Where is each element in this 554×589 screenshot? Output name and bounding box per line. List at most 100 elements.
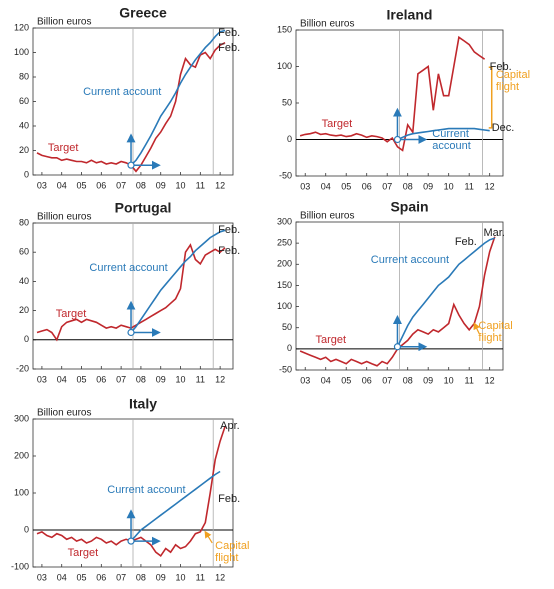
annotation: Capital flight [495,69,531,94]
x-tick-label: 06 [362,375,372,385]
y-tick-label: 40 [19,276,29,286]
y-tick-label: 20 [19,305,29,315]
x-tick-label: 07 [382,375,392,385]
x-tick-label: 07 [116,572,126,582]
chart-title: Portugal [115,200,172,216]
x-tick-label: 04 [321,375,331,385]
x-tick-label: 12 [215,572,225,582]
arrow [204,530,213,544]
annotation: Dec. [491,121,515,134]
series-line [130,229,226,334]
x-tick-label: 12 [485,375,495,385]
y-axis-label: Billion euros [300,19,354,30]
y-tick-label: 0 [24,524,29,534]
y-tick-label: 120 [14,22,29,32]
annotation: Feb. [218,41,241,54]
y-tick-label: 0 [24,169,29,179]
x-tick-label: 08 [136,572,146,582]
x-tick-label: 10 [444,181,454,191]
bracket [488,66,493,129]
x-tick-label: 11 [196,572,205,582]
x-tick-label: 11 [196,374,205,384]
x-tick-label: 05 [341,375,351,385]
y-tick-label: 0 [287,134,292,144]
x-tick-label: 12 [485,181,495,191]
x-tick-label: 08 [403,375,413,385]
annotation: Feb. [218,224,241,237]
y-tick-label: 40 [19,120,29,130]
annotation: Current account [107,484,186,497]
x-tick-label: 09 [423,375,433,385]
x-tick-label: 04 [57,572,67,582]
y-tick-label: 150 [277,280,292,290]
chart-title: Italy [129,396,157,412]
origin-marker [127,161,135,169]
x-tick-label: 04 [57,374,67,384]
series-line [130,29,226,166]
annotation: Capital flight [478,319,513,344]
x-tick-label: 06 [96,374,106,384]
y-tick-label: 150 [277,24,292,34]
chart-title: Greece [119,5,167,21]
y-axis-label: Billion euros [300,211,354,222]
origin-marker [127,328,135,337]
series-line [299,35,486,152]
x-tick-label: 07 [116,180,126,190]
annotation: Target [67,546,99,559]
annotation: Feb. [454,235,477,248]
y-tick-label: 100 [277,61,292,71]
y-tick-label: 100 [277,301,292,311]
x-tick-label: 05 [77,180,87,190]
x-tick-label: 04 [57,180,67,190]
x-tick-label: 05 [341,181,351,191]
x-tick-label: 09 [156,374,166,384]
y-tick-label: 60 [19,96,29,106]
x-tick-label: 05 [77,374,87,384]
annotation: Target [315,333,347,346]
y-tick-label: -50 [279,170,292,180]
series-line [396,237,496,348]
y-tick-label: -50 [279,364,292,374]
x-tick-label: 05 [77,572,87,582]
y-tick-label: 80 [19,217,29,227]
y-tick-label: -100 [11,561,29,571]
x-tick-label: 12 [215,374,225,384]
chart-title: Spain [390,199,428,215]
y-tick-label: 300 [277,216,292,226]
chart-title: Ireland [387,7,433,23]
y-tick-label: 100 [14,487,29,497]
x-tick-label: 10 [176,180,186,190]
annotation: Feb. [218,492,241,505]
x-tick-label: 03 [300,181,310,191]
x-tick-label: 06 [96,572,106,582]
x-tick-label: 08 [403,181,413,191]
annotation: Mar. [483,226,505,239]
x-tick-label: 10 [444,375,454,385]
annotation: Target [321,118,353,131]
arrow [473,322,481,335]
y-tick-label: 60 [19,247,29,257]
y-tick-label: 300 [14,413,29,423]
y-tick-label: 50 [282,97,292,107]
annotation: Feb. [218,26,241,39]
origin-marker [127,537,135,545]
x-tick-label: 03 [300,375,310,385]
series-line [130,470,221,542]
x-tick-label: 07 [382,181,392,191]
origin-marker [393,343,402,351]
x-tick-label: 08 [136,374,146,384]
x-tick-label: 07 [116,374,126,384]
y-tick-label: -20 [16,363,29,373]
y-tick-label: 20 [19,145,29,155]
x-tick-label: 08 [136,180,146,190]
x-tick-label: 11 [196,180,205,190]
annotation: Capital flight [215,540,250,565]
origin-marker [393,135,402,144]
y-tick-label: 250 [277,238,292,248]
annotation: Current account [83,85,162,98]
y-tick-label: 50 [282,322,292,332]
y-tick-label: 80 [19,71,29,81]
x-tick-label: 10 [176,374,186,384]
annotation: Current account [370,254,450,267]
